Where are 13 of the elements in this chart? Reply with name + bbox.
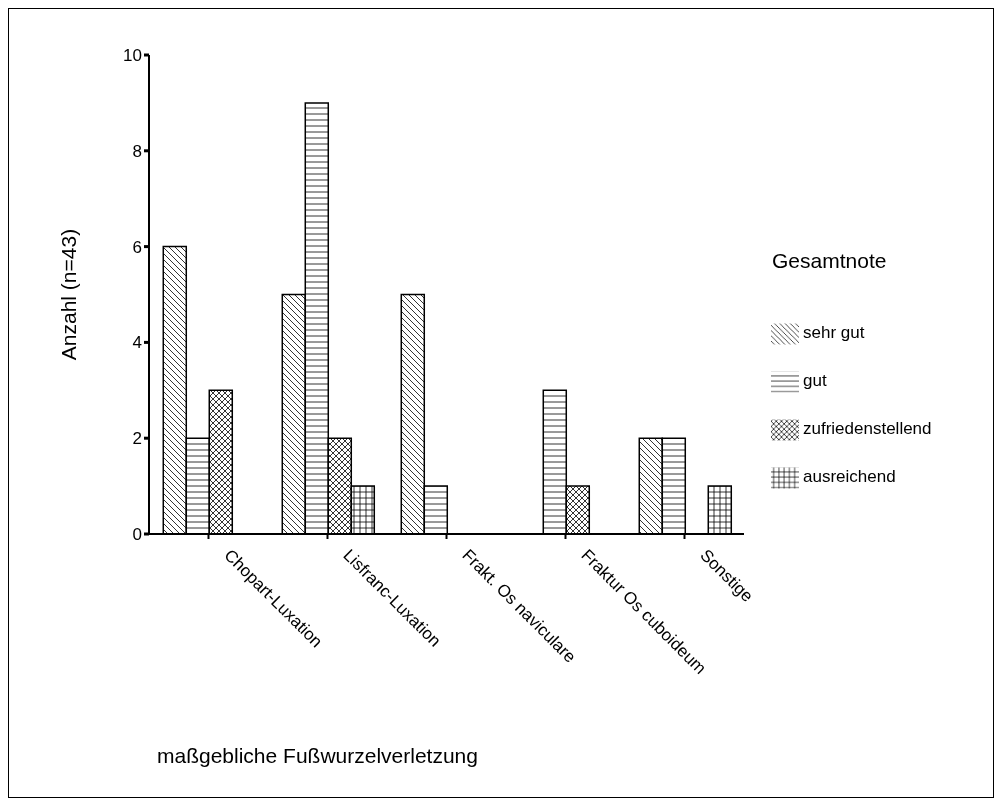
legend-title: Gesamtnote bbox=[772, 249, 887, 273]
legend-label: sehr gut bbox=[803, 323, 865, 342]
y-tick-label: 2 bbox=[132, 429, 142, 449]
y-axis-title: Anzahl (n=43) bbox=[57, 228, 81, 361]
y-tick-label: 4 bbox=[132, 333, 142, 353]
legend-label: zufriedenstellend bbox=[803, 419, 932, 438]
x-axis-title: maßgebliche Fußwurzelverletzung bbox=[157, 744, 478, 768]
y-tick-label: 0 bbox=[132, 525, 142, 545]
y-tick-label: 6 bbox=[132, 237, 142, 257]
y-tick-label: 10 bbox=[123, 46, 142, 66]
legend-label: ausreichend bbox=[803, 467, 896, 486]
y-tick-label: 8 bbox=[132, 141, 142, 161]
legend-label: gut bbox=[803, 371, 827, 390]
